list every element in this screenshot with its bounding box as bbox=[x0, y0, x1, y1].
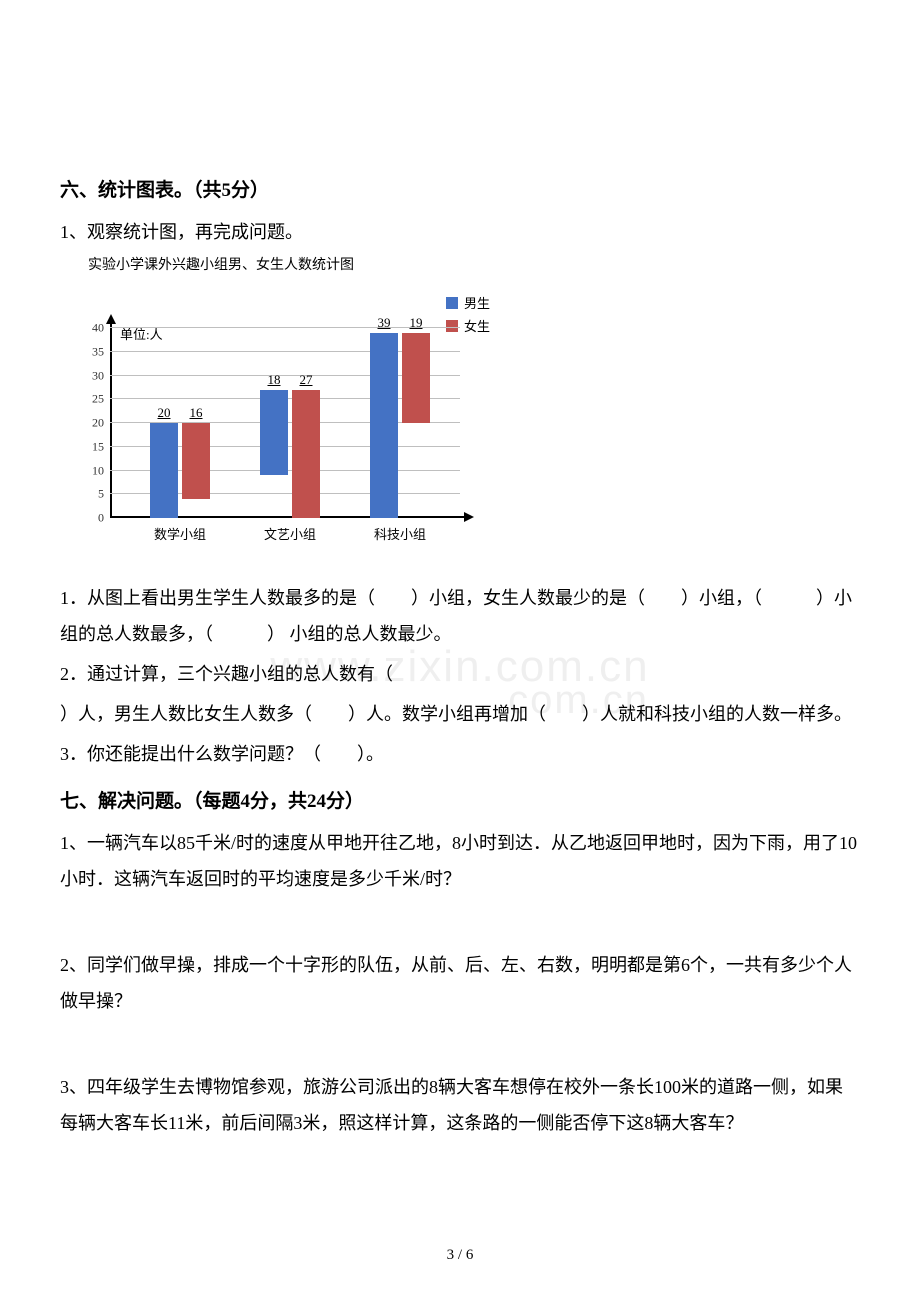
bar: 20 bbox=[150, 423, 178, 518]
y-tick-label: 35 bbox=[92, 344, 104, 359]
y-axis-arrow-icon bbox=[106, 314, 116, 324]
sub-question-3: 3．你还能提出什么数学问题？（ ）。 bbox=[60, 736, 860, 772]
y-tick-label: 25 bbox=[92, 392, 104, 407]
bar: 18 bbox=[260, 390, 288, 476]
sub-question-2a: 2．通过计算，三个兴趣小组的总人数有（ bbox=[60, 656, 860, 692]
legend-swatch-male bbox=[446, 297, 458, 309]
bar-chart: 男生 女生 单位:人 05101520253035402016数学小组1827文… bbox=[60, 288, 500, 568]
bar: 27 bbox=[292, 390, 320, 518]
s7-q2: 2、同学们做早操，排成一个十字形的队伍，从前、后、左、右数，明明都是第6个，一共… bbox=[60, 947, 860, 1019]
bar-group: 2016数学小组 bbox=[140, 423, 220, 518]
legend-item-male: 男生 bbox=[446, 293, 490, 312]
bar: 16 bbox=[182, 423, 210, 499]
bar-value-label: 27 bbox=[300, 372, 313, 388]
sub-question-1: 1．从图上看出男生学生人数最多的是（ ）小组，女生人数最少的是（ ）小组，（ ）… bbox=[60, 580, 860, 652]
q1-intro: 1、观察统计图，再完成问题。 bbox=[60, 214, 860, 250]
s7-q1: 1、一辆汽车以85千米/时的速度从甲地开往乙地，8小时到达．从乙地返回甲地时，因… bbox=[60, 825, 860, 897]
y-tick-label: 10 bbox=[92, 463, 104, 478]
legend-label-female: 女生 bbox=[464, 316, 490, 335]
legend-label-male: 男生 bbox=[464, 293, 490, 312]
y-tick-label: 40 bbox=[92, 321, 104, 336]
y-tick-label: 5 bbox=[98, 487, 104, 502]
y-tick-label: 30 bbox=[92, 368, 104, 383]
chart-plot: 单位:人 05101520253035402016数学小组1827文艺小组391… bbox=[110, 328, 460, 518]
sub-question-2b: ）人，男生人数比女生人数多（ ）人。数学小组再增加（ ）人就和科技小组的人数一样… bbox=[60, 696, 860, 732]
section-6-title: 六、统计图表。（共5分） bbox=[60, 175, 860, 202]
category-label: 文艺小组 bbox=[264, 524, 316, 543]
s7-q3: 3、四年级学生去博物馆参观，旅游公司派出的8辆大客车想停在校外一条长100米的道… bbox=[60, 1069, 860, 1141]
grid-line bbox=[110, 327, 460, 328]
section-7-title: 七、解决问题。（每题4分，共24分） bbox=[60, 786, 860, 813]
y-axis bbox=[110, 318, 112, 518]
bar-value-label: 20 bbox=[158, 405, 171, 421]
bar-value-label: 39 bbox=[378, 315, 391, 331]
bar-group: 3919科技小组 bbox=[360, 333, 440, 518]
y-tick-label: 15 bbox=[92, 439, 104, 454]
bar-value-label: 16 bbox=[190, 405, 203, 421]
chart-caption: 实验小学课外兴趣小组男、女生人数统计图 bbox=[88, 254, 860, 274]
category-label: 科技小组 bbox=[374, 524, 426, 543]
bar-group: 1827文艺小组 bbox=[250, 390, 330, 518]
page-number: 3 / 6 bbox=[447, 1247, 474, 1264]
y-tick-label: 20 bbox=[92, 416, 104, 431]
bar-value-label: 18 bbox=[268, 372, 281, 388]
bar: 19 bbox=[402, 333, 430, 423]
y-tick-label: 0 bbox=[98, 511, 104, 526]
bar: 39 bbox=[370, 333, 398, 518]
x-axis-arrow-icon bbox=[464, 512, 474, 522]
bar-value-label: 19 bbox=[410, 315, 423, 331]
category-label: 数学小组 bbox=[154, 524, 206, 543]
